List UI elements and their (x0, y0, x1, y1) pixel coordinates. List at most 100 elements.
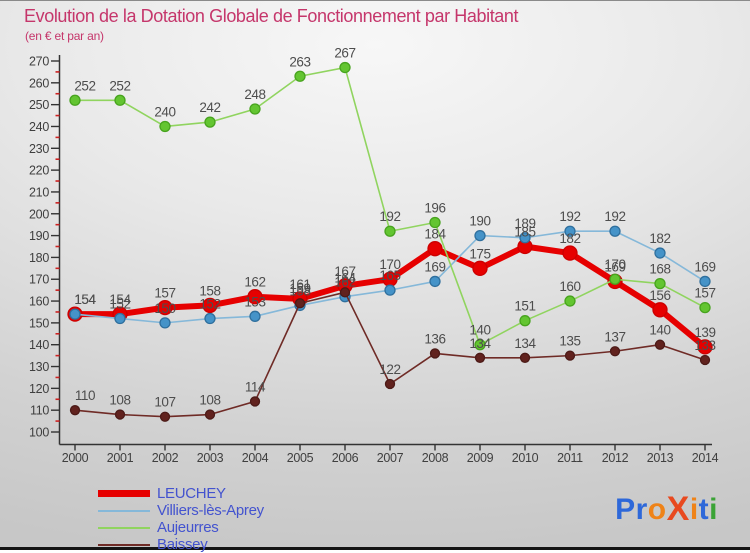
point-label: 248 (244, 87, 265, 102)
data-point (204, 312, 216, 325)
data-point (384, 225, 396, 237)
logo-letter: i (709, 493, 718, 526)
data-point (472, 260, 488, 276)
svg-text:2000: 2000 (62, 451, 89, 465)
data-point (519, 315, 531, 327)
svg-text:200: 200 (29, 207, 49, 221)
data-point (427, 241, 443, 257)
data-point (339, 61, 351, 74)
svg-text:100: 100 (29, 426, 49, 440)
point-label: 162 (334, 275, 355, 290)
series-Baissey (69, 287, 711, 422)
legend-item-leuchey: LEUCHEY (98, 485, 264, 502)
point-label: 122 (379, 362, 400, 377)
logo-letter: t (698, 493, 710, 526)
point-label: 192 (604, 209, 625, 224)
point-label: 196 (424, 200, 445, 215)
data-point (69, 405, 81, 416)
data-point (699, 354, 711, 366)
data-point (429, 216, 441, 229)
point-label: 192 (559, 209, 580, 224)
page-title: Evolution de la Dotation Globale de Fonc… (24, 6, 519, 26)
data-point (474, 339, 486, 351)
svg-text:140: 140 (29, 338, 49, 352)
point-label: 169 (604, 259, 625, 274)
data-point (654, 247, 666, 259)
data-point (474, 352, 486, 363)
point-label: 252 (109, 78, 130, 93)
svg-text:2012: 2012 (602, 451, 629, 465)
svg-text:180: 180 (29, 251, 49, 265)
chart-legend: LEUCHEY Villiers-lès-Aprey Aujeurres Bai… (98, 485, 264, 553)
svg-text:120: 120 (29, 382, 49, 396)
point-label: 252 (74, 78, 95, 93)
point-label: 108 (109, 393, 130, 408)
data-point (339, 287, 351, 298)
svg-text:2002: 2002 (152, 451, 179, 465)
svg-text:150: 150 (29, 316, 49, 330)
point-label: 165 (379, 268, 400, 283)
point-label: 168 (649, 262, 670, 277)
point-label: 185 (514, 225, 535, 240)
point-label: 151 (514, 299, 535, 314)
data-point (294, 70, 306, 82)
data-point (159, 411, 171, 422)
point-label: 150 (154, 301, 175, 316)
proxiti-logo: ProXiti (615, 489, 718, 528)
point-label: 158 (289, 283, 310, 298)
logo-letter: P (615, 493, 636, 526)
point-label: 137 (604, 329, 625, 344)
data-point (69, 94, 81, 106)
data-point (564, 350, 576, 361)
data-point (384, 378, 396, 390)
point-label: 184 (424, 227, 446, 242)
series-LEUCHEY (67, 238, 713, 355)
svg-text:250: 250 (29, 98, 49, 112)
svg-text:2007: 2007 (377, 451, 404, 465)
dgf-line-chart: 100 110 120 130 140 150 160 170 180 190 200 210 220 2… (29, 46, 719, 465)
data-point (519, 232, 531, 244)
svg-text:2004: 2004 (242, 451, 269, 465)
series-labels-Baissey: 110 108 107 108 114 159 164 122 136 134 134 135 137 1… (75, 270, 716, 409)
point-label: 161 (289, 277, 310, 292)
data-point (294, 298, 306, 309)
data-point (429, 275, 441, 288)
legend-swatch-aujeurres (98, 526, 150, 529)
legend-swatch-villiers (98, 509, 150, 512)
legend-swatch-leuchey (98, 490, 150, 497)
svg-text:210: 210 (29, 185, 49, 199)
point-label: 134 (469, 336, 491, 351)
data-point (202, 297, 218, 314)
data-point (609, 273, 621, 285)
point-label: 158 (199, 283, 220, 298)
legend-swatch-baissey (98, 543, 150, 546)
point-label: 263 (289, 54, 310, 69)
svg-text:2003: 2003 (197, 451, 224, 465)
point-label: 152 (199, 297, 220, 312)
data-point (159, 317, 171, 329)
point-label: 169 (694, 259, 715, 274)
point-label: 242 (199, 100, 220, 115)
point-label: 139 (694, 325, 715, 340)
svg-text:2008: 2008 (422, 451, 449, 465)
point-label: 169 (424, 259, 445, 274)
svg-text:170: 170 (29, 273, 49, 287)
data-point (114, 94, 126, 106)
svg-text:2011: 2011 (557, 451, 583, 465)
legend-item-villiers: Villiers-lès-Aprey (98, 502, 264, 519)
data-point (652, 302, 668, 318)
data-point (204, 116, 216, 128)
data-point (429, 348, 441, 359)
data-point (204, 409, 216, 420)
point-label: 190 (469, 214, 490, 229)
data-point (159, 120, 171, 133)
data-point (69, 308, 81, 320)
point-label: 170 (379, 257, 400, 272)
point-label: 114 (245, 379, 266, 394)
svg-text:220: 220 (29, 164, 49, 178)
point-label: 159 (289, 281, 310, 296)
data-point (654, 277, 666, 290)
